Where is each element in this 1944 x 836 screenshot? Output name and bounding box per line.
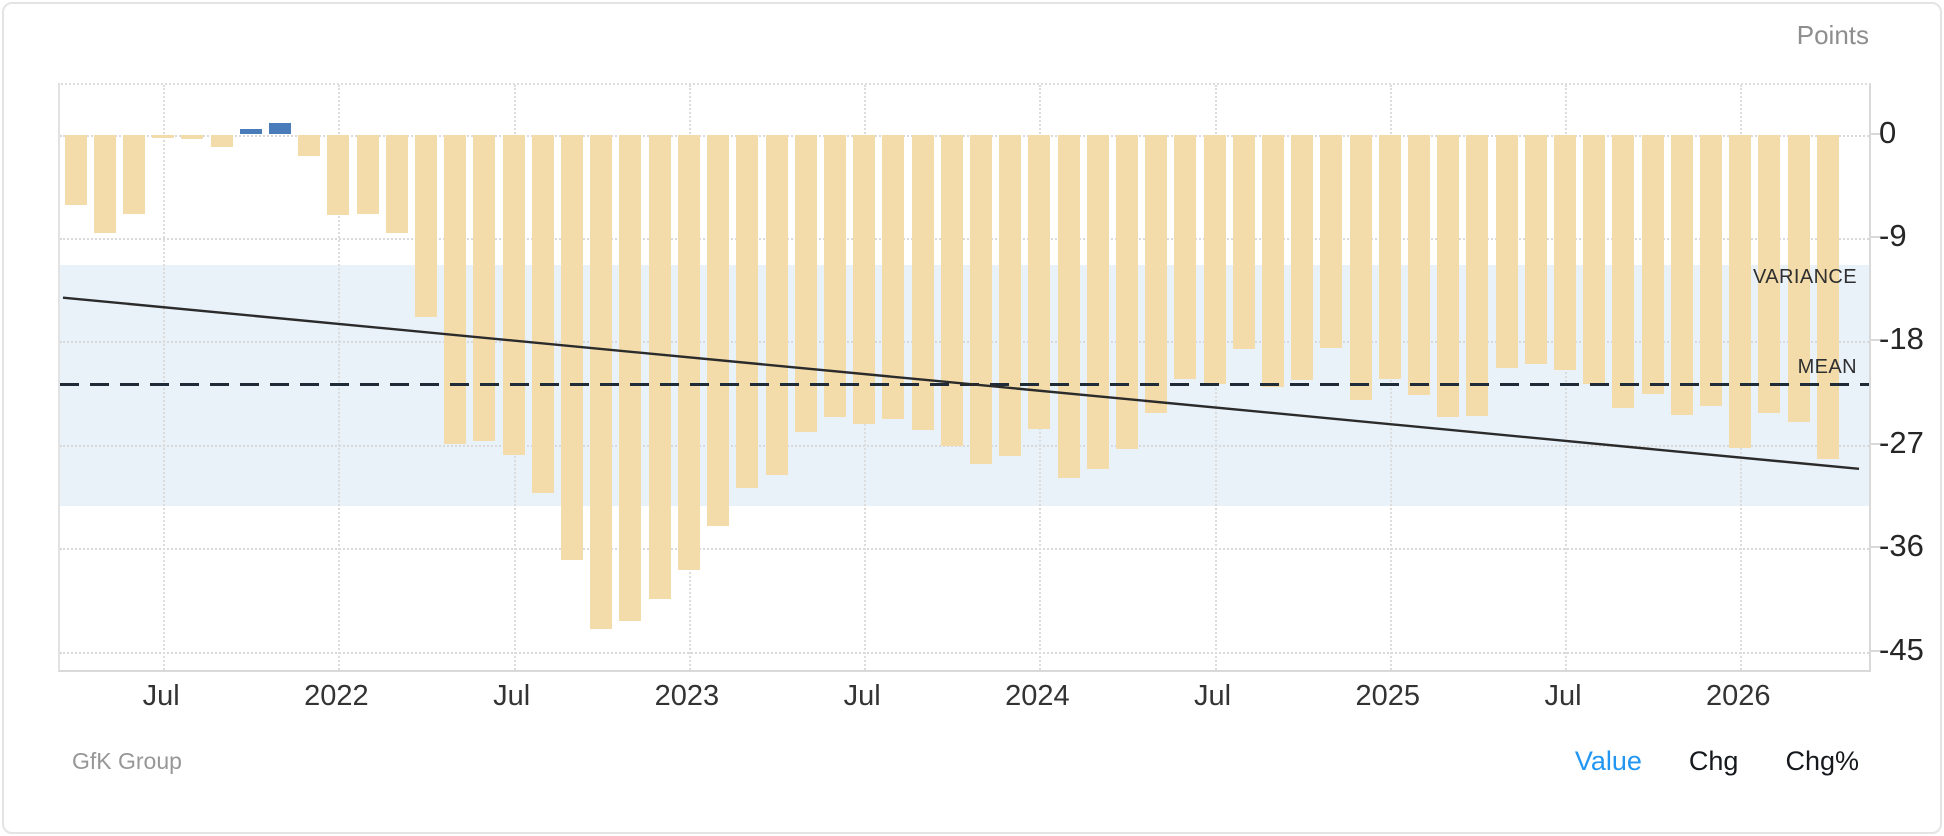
bar-sep-2022[interactable] [561,134,584,560]
x-tick-label: Jul [1194,680,1232,712]
x-gridline [163,85,166,670]
bar-mar-2025[interactable] [1437,134,1460,418]
variance-band-label: VARIANCE [1753,266,1857,288]
bar-apr-2024[interactable] [1115,134,1138,450]
bar-apr-2026[interactable] [1816,134,1839,459]
bar-aug-2024[interactable] [1232,134,1255,350]
bar-aug-2025[interactable] [1583,134,1606,384]
bar-mar-2024[interactable] [1086,134,1109,469]
bar-feb-2022[interactable] [356,134,379,214]
y-tick-mark [1871,546,1881,549]
bar-sep-2025[interactable] [1612,134,1635,408]
bar-dec-2023[interactable] [999,134,1022,457]
bar-jul-2022[interactable] [502,134,525,456]
bar-dec-2024[interactable] [1349,134,1372,400]
plot-area [58,83,1871,672]
y-tick-mark [1871,339,1881,342]
bar-nov-2022[interactable] [619,134,642,621]
y-gridline [60,134,1869,137]
x-tick-label: 2024 [1005,680,1070,712]
y-tick-label: -36 [1879,528,1924,564]
x-tick-label: Jul [142,680,180,712]
x-tick-label: 2025 [1355,680,1421,712]
bar-jan-2023[interactable] [677,134,700,570]
y-tick-mark [1871,132,1881,135]
mean-line-label: MEAN [1797,356,1857,378]
bar-mar-2022[interactable] [385,134,408,234]
bar-dec-2025[interactable] [1700,134,1723,406]
bar-jun-2022[interactable] [473,134,496,442]
y-tick-label: 0 [1879,114,1897,150]
bar-nov-2021[interactable] [269,123,292,135]
x-tick-label: 2026 [1706,680,1771,712]
bar-oct-2025[interactable] [1641,134,1664,395]
bar-nov-2025[interactable] [1670,134,1693,415]
bar-jan-2022[interactable] [327,134,350,215]
mode-value-button[interactable]: Value [1574,746,1642,776]
series-mode-switcher: Value Chg Chg% [1575,746,1859,777]
x-tick-label: Jul [1544,680,1582,712]
bar-nov-2023[interactable] [969,134,992,465]
y-tick-label: -27 [1879,424,1924,460]
bar-dec-2021[interactable] [298,134,321,157]
x-tick-label: 2022 [304,680,369,712]
bar-jul-2025[interactable] [1554,134,1577,371]
mean-line [60,383,1869,387]
y-gridline [60,651,1869,654]
y-gridline [60,548,1869,551]
bar-dec-2022[interactable] [648,134,671,599]
bar-may-2022[interactable] [444,134,467,444]
bar-may-2025[interactable] [1495,134,1518,368]
x-tick-label: 2023 [654,680,720,712]
bar-jun-2021[interactable] [123,134,145,214]
y-tick-mark [1871,649,1881,652]
mode-chgpct-button[interactable]: Chg% [1785,746,1859,776]
bar-oct-2021[interactable] [239,128,262,135]
bar-jun-2024[interactable] [1174,134,1197,380]
bar-may-2023[interactable] [794,134,817,433]
bar-jul-2024[interactable] [1203,134,1226,384]
bar-may-2024[interactable] [1145,134,1168,413]
bar-apr-2025[interactable] [1466,134,1489,416]
y-tick-mark [1871,442,1881,445]
bar-nov-2024[interactable] [1320,134,1343,349]
y-gridline [60,444,1869,447]
bar-sep-2024[interactable] [1262,134,1284,388]
y-tick-label: -18 [1879,321,1924,357]
bar-feb-2025[interactable] [1408,134,1431,396]
bar-may-2021[interactable] [93,134,116,234]
mode-chg-button[interactable]: Chg [1688,746,1739,776]
source-attribution: GfK Group [72,748,182,774]
bar-jun-2025[interactable] [1524,134,1547,365]
x-tick-label: Jul [493,680,531,712]
bar-aug-2021[interactable] [181,134,204,140]
bar-apr-2021[interactable] [64,134,87,205]
bar-jan-2026[interactable] [1729,134,1752,449]
bar-jul-2023[interactable] [853,134,876,425]
bar-jul-2021[interactable] [152,134,175,138]
y-axis-unit-label: Points [1796,20,1869,50]
y-tick-label: -45 [1879,631,1924,667]
y-tick-mark [1871,235,1881,238]
bar-oct-2024[interactable] [1291,134,1314,381]
bar-jun-2023[interactable] [823,134,846,418]
bar-feb-2023[interactable] [707,134,730,527]
bar-feb-2024[interactable] [1057,134,1080,479]
y-tick-label: -9 [1879,217,1907,253]
bar-apr-2023[interactable] [765,134,788,475]
bar-oct-2022[interactable] [590,134,613,629]
bar-oct-2023[interactable] [940,134,963,446]
x-tick-label: Jul [843,680,881,712]
bar-jan-2025[interactable] [1378,134,1401,380]
bar-aug-2022[interactable] [531,134,554,493]
bar-aug-2023[interactable] [882,134,905,420]
bar-apr-2022[interactable] [415,134,438,318]
bar-sep-2021[interactable] [210,134,233,148]
y-gridline [60,237,1869,240]
bar-mar-2023[interactable] [736,134,759,489]
